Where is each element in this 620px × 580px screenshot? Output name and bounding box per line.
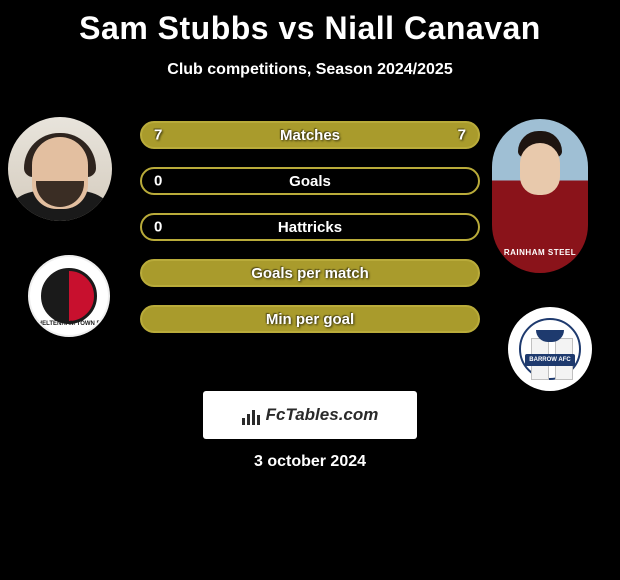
player-left-photo	[8, 117, 112, 221]
stat-label: Matches	[280, 127, 340, 144]
stat-value-left: 0	[154, 173, 162, 190]
stat-value-left: 0	[154, 219, 162, 236]
club-right-crest: BARROW AFC	[508, 307, 592, 391]
stat-bar-hattricks: Hattricks 0	[140, 213, 480, 241]
stat-bar-goals-per-match: Goals per match	[140, 259, 480, 287]
jersey-sponsor: RAINHAM STEEL	[492, 248, 588, 257]
stat-bar-matches: Matches 7 7	[140, 121, 480, 149]
stat-label: Goals	[289, 173, 331, 190]
stat-bar-min-per-goal: Min per goal	[140, 305, 480, 333]
stat-value-right: 7	[458, 127, 466, 144]
page-title: Sam Stubbs vs Niall Canavan	[0, 0, 620, 47]
stat-bar-goals: Goals 0	[140, 167, 480, 195]
stat-bars: Matches 7 7 Goals 0 Hattricks 0 Goals per match…	[140, 121, 480, 351]
club-left-crest: CHELTENHAM TOWN FC	[28, 255, 110, 337]
site-logo: FcTables.com	[203, 391, 417, 439]
logo-text: FcTables.com	[266, 405, 379, 425]
player-right-photo: RAINHAM STEEL	[492, 119, 588, 273]
comparison-area: CHELTENHAM TOWN FC RAINHAM STEEL BARROW …	[0, 115, 620, 455]
club-right-label: BARROW AFC	[525, 354, 575, 366]
logo-bars-icon	[242, 405, 262, 425]
club-left-label: CHELTENHAM TOWN FC	[30, 321, 108, 327]
stat-label: Goals per match	[251, 265, 369, 282]
stat-label: Min per goal	[266, 311, 354, 328]
stat-label: Hattricks	[278, 219, 342, 236]
subtitle: Club competitions, Season 2024/2025	[0, 61, 620, 79]
date-label: 3 october 2024	[0, 453, 620, 471]
stat-value-left: 7	[154, 127, 162, 144]
